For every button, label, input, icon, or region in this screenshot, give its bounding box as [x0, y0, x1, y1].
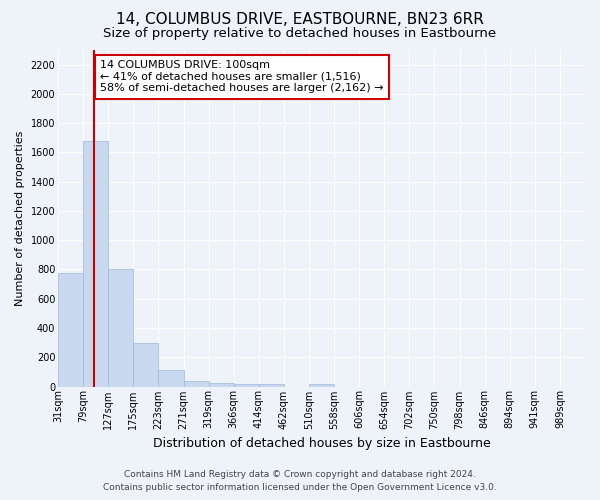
Bar	[309, 384, 334, 386]
Bar	[184, 381, 209, 386]
Y-axis label: Number of detached properties: Number of detached properties	[15, 130, 25, 306]
Bar	[234, 384, 259, 386]
Bar	[209, 383, 234, 386]
Text: 14 COLUMBUS DRIVE: 100sqm
← 41% of detached houses are smaller (1,516)
58% of se: 14 COLUMBUS DRIVE: 100sqm ← 41% of detac…	[100, 60, 384, 94]
Bar	[259, 384, 284, 386]
Bar	[83, 140, 108, 386]
X-axis label: Distribution of detached houses by size in Eastbourne: Distribution of detached houses by size …	[152, 437, 490, 450]
Text: Size of property relative to detached houses in Eastbourne: Size of property relative to detached ho…	[103, 28, 497, 40]
Bar	[158, 370, 184, 386]
Text: 14, COLUMBUS DRIVE, EASTBOURNE, BN23 6RR: 14, COLUMBUS DRIVE, EASTBOURNE, BN23 6RR	[116, 12, 484, 28]
Text: Contains HM Land Registry data © Crown copyright and database right 2024.
Contai: Contains HM Land Registry data © Crown c…	[103, 470, 497, 492]
Bar	[58, 273, 83, 386]
Bar	[133, 342, 158, 386]
Bar	[108, 270, 133, 386]
